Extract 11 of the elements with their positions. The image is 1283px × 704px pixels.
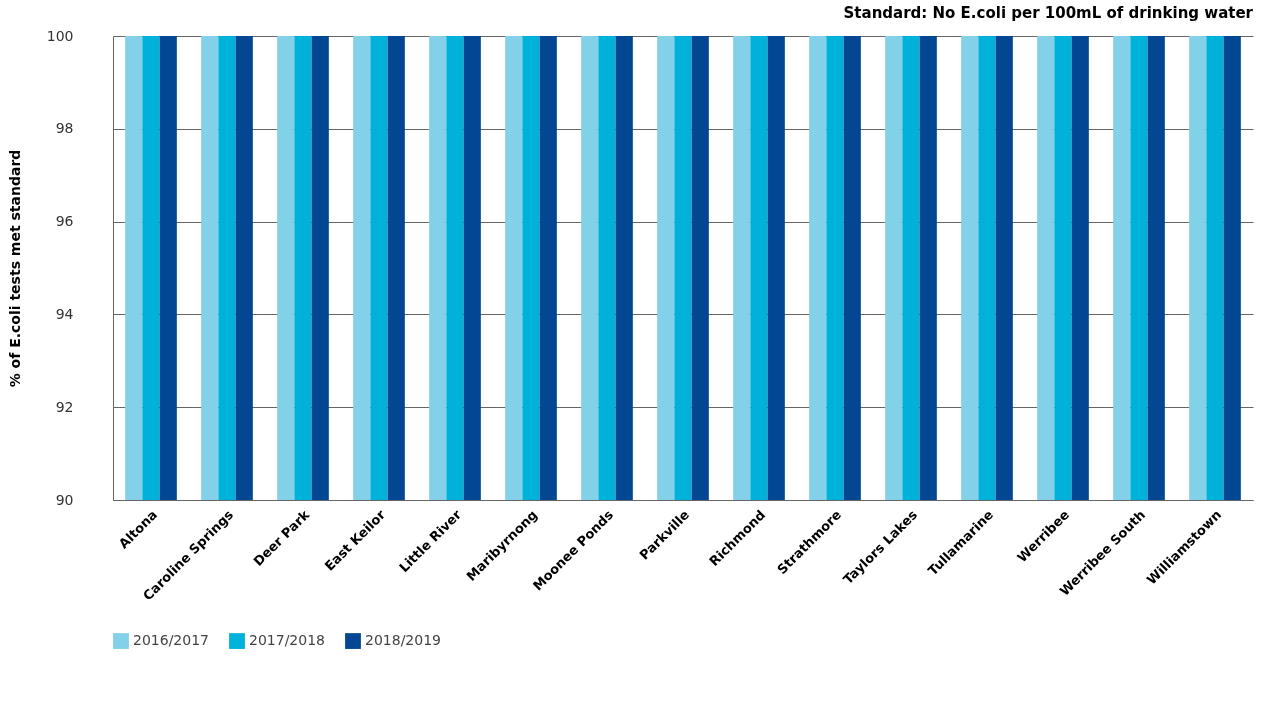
y-tick-label: 100 xyxy=(46,27,74,44)
y-tick-label: 90 xyxy=(55,491,74,508)
legend-label: 2016/2017 xyxy=(133,632,209,649)
y-tick-label: 92 xyxy=(55,398,74,415)
legend-label: 2017/2018 xyxy=(249,632,325,649)
legend-label: 2018/2019 xyxy=(365,632,441,649)
y-axis-title: % of E.coli tests met standard xyxy=(6,149,23,388)
y-tick-label: 98 xyxy=(55,120,74,137)
chart-title: Standard: No E.coli per 100mL of drinking water xyxy=(843,4,1254,22)
y-tick-label: 96 xyxy=(55,213,74,230)
y-tick-label: 94 xyxy=(55,305,74,322)
